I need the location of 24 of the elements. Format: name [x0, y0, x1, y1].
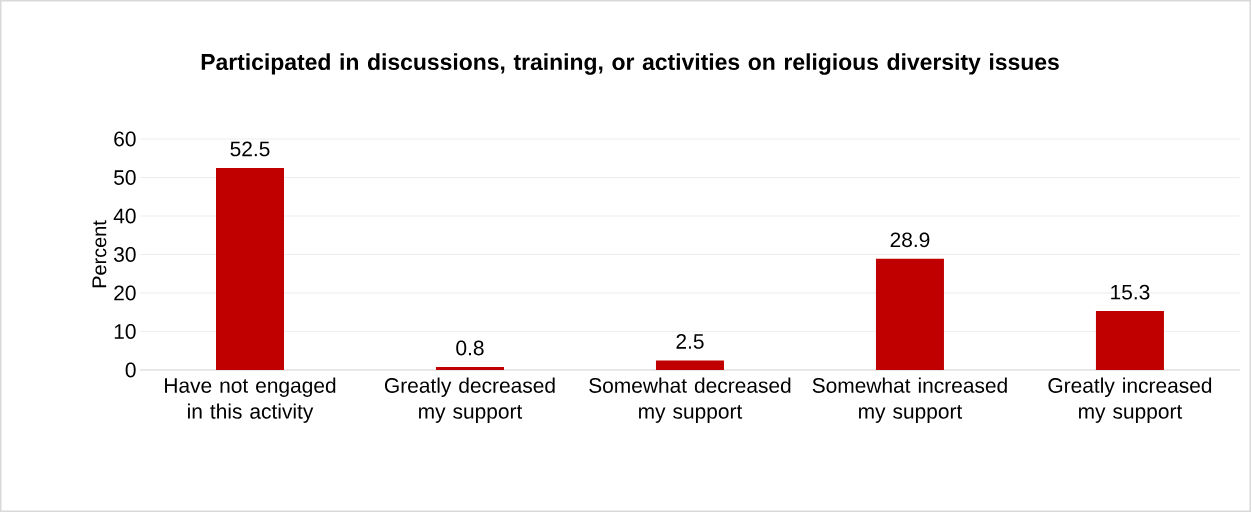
y-tick-label: 40 [113, 208, 136, 224]
bar [435, 366, 504, 370]
bar [875, 258, 944, 370]
data-label: 28.9 [890, 232, 930, 248]
y-tick-label: 0 [125, 362, 136, 378]
x-tick-label: Somewhat decreased my support [589, 377, 791, 423]
bar [216, 167, 284, 370]
y-tick-label: 30 [114, 247, 136, 262]
data-label: 0.8 [456, 340, 484, 356]
bar [1095, 311, 1164, 370]
x-tick-label: Somewhat increased my support [812, 377, 1007, 423]
y-tick-label: 60 [114, 131, 136, 147]
data-label: 15.3 [1111, 284, 1150, 300]
x-tick-label: Greatly increased my support [1048, 377, 1212, 423]
x-tick-label: Have not engaged in this activity [165, 377, 336, 423]
x-tick-label: Greatly decreased my support [384, 377, 555, 423]
data-label: 2.5 [676, 334, 704, 349]
y-tick-label: 10 [114, 324, 136, 339]
chart-title: Participated in discussions, training, or activities on religious diversity issues [201, 53, 1059, 75]
y-tick-label: 50 [114, 170, 136, 185]
y-tick-label: 20 [114, 285, 136, 301]
bar [655, 360, 724, 370]
y-axis-title: Percent [92, 220, 107, 288]
data-label: 52.5 [230, 141, 270, 157]
